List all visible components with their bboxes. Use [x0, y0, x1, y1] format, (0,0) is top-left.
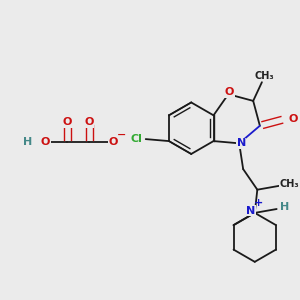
Text: H: H	[280, 202, 289, 212]
Text: +: +	[254, 198, 263, 208]
Text: N: N	[237, 138, 246, 148]
Text: O: O	[108, 137, 118, 147]
Text: O: O	[41, 137, 50, 147]
Text: N: N	[246, 206, 255, 216]
Text: Cl: Cl	[131, 134, 143, 144]
Text: H: H	[23, 137, 32, 147]
Text: O: O	[85, 117, 94, 127]
Text: CH₃: CH₃	[254, 71, 274, 81]
Text: O: O	[63, 117, 72, 127]
Text: −: −	[117, 130, 127, 140]
Text: O: O	[289, 114, 298, 124]
Text: O: O	[225, 87, 234, 97]
Text: CH₃: CH₃	[279, 179, 299, 189]
